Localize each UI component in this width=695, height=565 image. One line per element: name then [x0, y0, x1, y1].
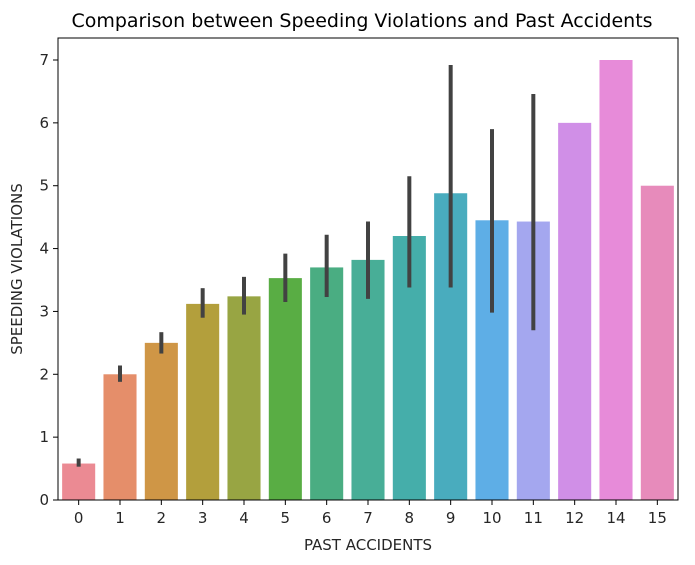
bar-1 [103, 374, 137, 500]
x-tick-label: 14 [606, 509, 625, 527]
y-tick-label: 2 [39, 365, 49, 383]
bar-0 [62, 463, 96, 500]
x-tick-label: 8 [405, 509, 415, 527]
x-tick-label: 0 [74, 509, 84, 527]
y-tick-label: 0 [39, 491, 49, 509]
bar-6 [310, 267, 344, 500]
y-tick-label: 7 [39, 51, 49, 69]
x-tick-label: 2 [157, 509, 167, 527]
y-axis-label: SPEEDING VIOLATIONS [8, 183, 26, 355]
bar-12 [558, 122, 592, 500]
bar-7 [351, 259, 385, 500]
x-axis-label: PAST ACCIDENTS [304, 536, 432, 554]
y-tick-label: 6 [39, 114, 49, 132]
x-tick-label: 12 [565, 509, 584, 527]
x-tick-label: 4 [239, 509, 249, 527]
chart-title: Comparison between Speeding Violations a… [71, 10, 652, 32]
x-tick-label: 7 [363, 509, 373, 527]
x-tick-label: 6 [322, 509, 332, 527]
x-tick-label: 9 [446, 509, 456, 527]
y-tick-label: 1 [39, 428, 49, 446]
bar-3 [186, 303, 220, 500]
bar-14 [599, 60, 633, 500]
x-tick-label: 1 [115, 509, 125, 527]
x-tick-label: 11 [524, 509, 543, 527]
bar-4 [227, 296, 261, 500]
bar-15 [640, 185, 674, 500]
x-tick-label: 5 [281, 509, 291, 527]
y-tick-label: 3 [39, 302, 49, 320]
bar-2 [144, 342, 178, 500]
x-tick-label: 15 [648, 509, 667, 527]
y-tick-label: 4 [39, 240, 49, 258]
y-tick-label: 5 [39, 177, 49, 195]
x-tick-label: 3 [198, 509, 208, 527]
x-tick-label: 10 [482, 509, 501, 527]
bar-5 [268, 278, 302, 500]
